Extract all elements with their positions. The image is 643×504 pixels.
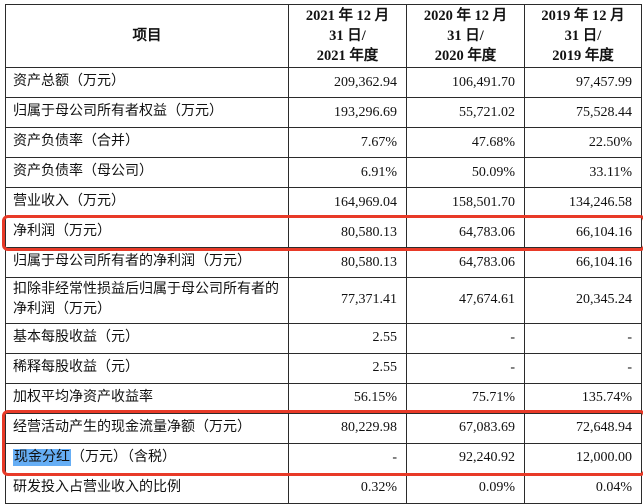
row-value-2020: 55,721.02 [406, 97, 525, 128]
header-period-2019: 2019 年 12 月 31 日/2019 年度 [524, 4, 642, 68]
row-value-2019: 75,528.44 [524, 97, 642, 128]
row-value-2019: 20,345.24 [524, 277, 642, 324]
row-label: 归属于母公司所有者的净利润（万元） [5, 247, 289, 278]
row-value-2019: 0.04% [524, 472, 642, 504]
row-value-2020: 64,783.06 [406, 217, 525, 248]
row-value-2020: 75.71% [406, 382, 525, 414]
row-label: 经营活动产生的现金流量净额（万元） [5, 412, 289, 444]
row-label: 研发投入占营业收入的比例 [5, 472, 289, 504]
row-label: 净利润（万元） [5, 217, 289, 248]
row-value-2019: 12,000.00 [524, 442, 642, 474]
row-value-2019: 135.74% [524, 382, 642, 414]
header-item-column: 项目 [5, 4, 289, 68]
table-row: 扣除非经常性损益后归属于母公司所有者的净利润（万元） 77,371.41 47,… [5, 277, 642, 324]
row-value-2019: 66,104.16 [524, 247, 642, 278]
row-value-2021: 209,362.94 [288, 67, 407, 98]
row-value-2021: 56.15% [288, 382, 407, 414]
financial-summary-table: 项目 2021 年 12 月 31 日/2021 年度 2020 年 12 月 31 … [5, 4, 642, 504]
table-row: 加权平均净资产收益率 56.15% 75.71% 135.74% [5, 382, 642, 414]
row-value-2019: - [524, 352, 642, 384]
row-label: 稀释每股收益（元） [5, 352, 289, 384]
table-row: 经营活动产生的现金流量净额（万元） 80,229.98 67,083.69 72… [5, 412, 642, 444]
table-row: 资产负债率（母公司） 6.91% 50.09% 33.11% [5, 157, 642, 188]
row-value-2020: 158,501.70 [406, 187, 525, 218]
row-value-2019: 66,104.16 [524, 217, 642, 248]
row-value-2021: 6.91% [288, 157, 407, 188]
highlighted-text: 现金分红 [13, 448, 71, 466]
row-value-2020: 92,240.92 [406, 442, 525, 474]
table-row: 营业收入（万元） 164,969.04 158,501.70 134,246.5… [5, 187, 642, 218]
row-label: 现金分红（万元）（含税） [5, 442, 289, 474]
row-value-2021: 2.55 [288, 352, 407, 384]
row-value-2020: 47.68% [406, 127, 525, 158]
row-value-2021: 80,580.13 [288, 247, 407, 278]
row-value-2021: 2.55 [288, 322, 407, 354]
row-value-2019: 33.11% [524, 157, 642, 188]
row-value-2020: 64,783.06 [406, 247, 525, 278]
row-value-2020: - [406, 352, 525, 384]
row-value-2020: - [406, 322, 525, 354]
row-label: 归属于母公司所有者权益（万元） [5, 97, 289, 128]
row-label: 扣除非经常性损益后归属于母公司所有者的净利润（万元） [5, 277, 289, 324]
row-value-2021: 77,371.41 [288, 277, 407, 324]
row-value-2021: - [288, 442, 407, 474]
row-value-2019: 97,457.99 [524, 67, 642, 98]
row-value-2021: 7.67% [288, 127, 407, 158]
row-value-2020: 106,491.70 [406, 67, 525, 98]
row-value-2020: 0.09% [406, 472, 525, 504]
row-value-2019: - [524, 322, 642, 354]
table-row: 资产负债率（合并） 7.67% 47.68% 22.50% [5, 127, 642, 158]
table-row: 净利润（万元） 80,580.13 64,783.06 66,104.16 [5, 217, 642, 248]
table-row: 归属于母公司所有者的净利润（万元） 80,580.13 64,783.06 66… [5, 247, 642, 278]
table-row: 研发投入占营业收入的比例 0.32% 0.09% 0.04% [5, 472, 642, 504]
row-label: 加权平均净资产收益率 [5, 382, 289, 414]
table-row: 归属于母公司所有者权益（万元） 193,296.69 55,721.02 75,… [5, 97, 642, 128]
table-body: 资产总额（万元） 209,362.94 106,491.70 97,457.99… [5, 67, 642, 504]
row-value-2019: 22.50% [524, 127, 642, 158]
row-value-2021: 193,296.69 [288, 97, 407, 128]
row-value-2020: 47,674.61 [406, 277, 525, 324]
row-value-2021: 80,229.98 [288, 412, 407, 444]
row-value-2021: 0.32% [288, 472, 407, 504]
table-row: 稀释每股收益（元） 2.55 - - [5, 352, 642, 384]
table-row: 现金分红（万元）（含税） - 92,240.92 12,000.00 [5, 442, 642, 474]
table-row: 基本每股收益（元） 2.55 - - [5, 322, 642, 354]
row-label: 基本每股收益（元） [5, 322, 289, 354]
row-value-2021: 164,969.04 [288, 187, 407, 218]
table-row: 资产总额（万元） 209,362.94 106,491.70 97,457.99 [5, 67, 642, 98]
header-period-2020: 2020 年 12 月 31 日/2020 年度 [406, 4, 525, 68]
row-label: 资产负债率（母公司） [5, 157, 289, 188]
row-label: 资产负债率（合并） [5, 127, 289, 158]
row-value-2020: 50.09% [406, 157, 525, 188]
row-value-2019: 134,246.58 [524, 187, 642, 218]
row-label: 营业收入（万元） [5, 187, 289, 218]
header-period-2021: 2021 年 12 月 31 日/2021 年度 [288, 4, 407, 68]
header-row: 项目 2021 年 12 月 31 日/2021 年度 2020 年 12 月 31 … [5, 4, 642, 68]
row-label: 资产总额（万元） [5, 67, 289, 98]
row-value-2019: 72,648.94 [524, 412, 642, 444]
row-value-2020: 67,083.69 [406, 412, 525, 444]
row-value-2021: 80,580.13 [288, 217, 407, 248]
